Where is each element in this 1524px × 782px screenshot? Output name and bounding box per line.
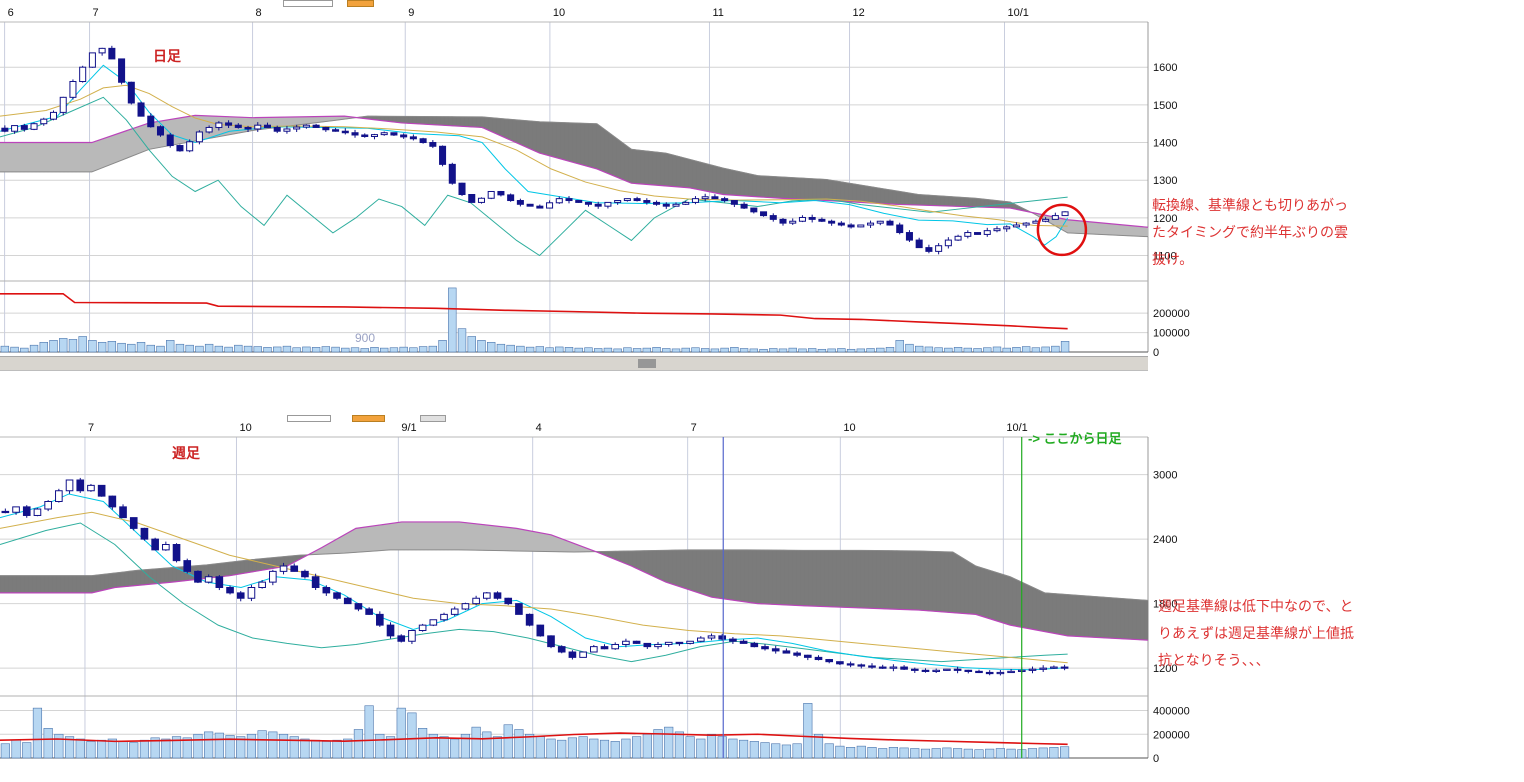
price-axis-label: 1200 bbox=[1153, 213, 1177, 225]
senkou-b-line bbox=[0, 549, 1149, 601]
volume-axis-label: 400000 bbox=[1153, 706, 1190, 718]
date-axis-label: 7 bbox=[88, 422, 94, 434]
date-axis-label: 10 bbox=[553, 7, 565, 19]
weekly-ichimoku-chart-canvas[interactable]: 3000 2400 1800 1200 400000 200000 0 7 10 9/1 4 7 10 1… bbox=[0, 415, 1200, 782]
price-axis-label: 1500 bbox=[1153, 100, 1177, 112]
legend-stub-gray[interactable] bbox=[420, 415, 446, 422]
price-axis-label: 1600 bbox=[1153, 62, 1177, 74]
teal-indicator-line bbox=[0, 96, 1068, 257]
axis-labels: 3000 2400 1800 1200 400000 200000 0 7 10 9/1 4 7 10 1… bbox=[88, 422, 1190, 765]
volume-red-line bbox=[0, 732, 1068, 746]
price-axis-label: 1100 bbox=[1153, 251, 1177, 263]
daily-chart-panel: 1600 1500 1400 1300 1200 1100 200000 100000 0 6 7 8… bbox=[0, 0, 1348, 371]
candlestick-layer bbox=[1, 45, 1069, 255]
volume-axis-label: 0 bbox=[1153, 753, 1159, 765]
date-axis-label: 7 bbox=[93, 7, 99, 19]
daily-annotation-note: 転換線、基準線とも切りあがったタイミングで約半年ぶりの雲抜け。 bbox=[1152, 197, 1348, 267]
weekly-chart-title: 週足 bbox=[172, 445, 200, 461]
legend-stub-orange[interactable] bbox=[352, 415, 385, 422]
price-axis-label: 2400 bbox=[1153, 534, 1177, 546]
date-axis-label: 12 bbox=[853, 7, 865, 19]
scrollbar-thumb[interactable] bbox=[638, 359, 656, 368]
date-axis-label: 4 bbox=[536, 422, 542, 434]
indicator-lines-layer bbox=[0, 493, 1068, 671]
date-axis-label: 11 bbox=[712, 7, 723, 19]
date-axis-label: 9/1 bbox=[401, 422, 416, 434]
volume-layer bbox=[0, 703, 1070, 759]
candlestick-layer bbox=[1, 477, 1069, 676]
daily-ichimoku-chart-canvas[interactable]: 1600 1500 1400 1300 1200 1100 200000 100000 0 6 7 8… bbox=[0, 0, 1200, 362]
weekly-annotation-note: 週足基準線は低下中なので、とりあえずは週足基準線が上値抵抗となりそう、、、 bbox=[1158, 598, 1354, 668]
breakout-circle-annotation bbox=[1036, 203, 1088, 257]
volume-axis-label: 0 bbox=[1153, 347, 1159, 359]
weekly-chart-panel: 3000 2400 1800 1200 400000 200000 0 7 10 9/1 4 7 10 1… bbox=[0, 415, 1524, 782]
legend-stub-orange[interactable] bbox=[347, 0, 374, 7]
yellow-indicator-line bbox=[0, 84, 1068, 227]
volume-axis-label: 200000 bbox=[1153, 308, 1190, 320]
volume-axis-label: 100000 bbox=[1153, 328, 1190, 340]
price-axis-label: 1800 bbox=[1153, 599, 1177, 611]
volume-red-line bbox=[0, 292, 1068, 330]
volume-axis-label: 200000 bbox=[1153, 729, 1190, 741]
date-axis-label: 10 bbox=[239, 422, 251, 434]
price-axis-label: 1200 bbox=[1153, 663, 1177, 675]
volume-watermark: 900 bbox=[355, 331, 376, 345]
legend-stub-white[interactable] bbox=[287, 415, 331, 422]
axis-labels: 1600 1500 1400 1300 1200 1100 200000 100000 0 6 7 8… bbox=[8, 7, 1190, 359]
daily-horizontal-scrollbar[interactable] bbox=[0, 356, 1148, 371]
date-axis-label: 6 bbox=[8, 7, 14, 19]
date-axis-label: 10 bbox=[843, 422, 855, 434]
cyan-indicator-line bbox=[0, 64, 1069, 246]
ichimoku-cloud-layer bbox=[0, 521, 1149, 641]
date-axis-label: 7 bbox=[691, 422, 697, 434]
daily-chart-title: 日足 bbox=[153, 48, 181, 64]
date-axis-label: 9 bbox=[408, 7, 414, 19]
date-axis-label: 10/1 bbox=[1008, 7, 1029, 19]
daily-range-start-marker: -> ここから日足 bbox=[1028, 431, 1122, 446]
price-axis-label: 1400 bbox=[1153, 138, 1177, 150]
ichimoku-cloud-layer bbox=[0, 115, 1149, 238]
yellow-indicator-line bbox=[0, 511, 1068, 664]
legend-stub-white[interactable] bbox=[283, 0, 333, 7]
date-axis-label: 10/1 bbox=[1006, 422, 1027, 434]
date-axis-label: 8 bbox=[256, 7, 262, 19]
senkou-a-line bbox=[0, 114, 1149, 228]
indicator-lines-layer bbox=[0, 64, 1069, 257]
price-axis-label: 1300 bbox=[1153, 175, 1177, 187]
price-axis-label: 3000 bbox=[1153, 470, 1177, 482]
teal-indicator-line bbox=[0, 522, 1068, 663]
volume-layer bbox=[0, 287, 1070, 353]
cyan-indicator-line bbox=[0, 493, 1068, 671]
